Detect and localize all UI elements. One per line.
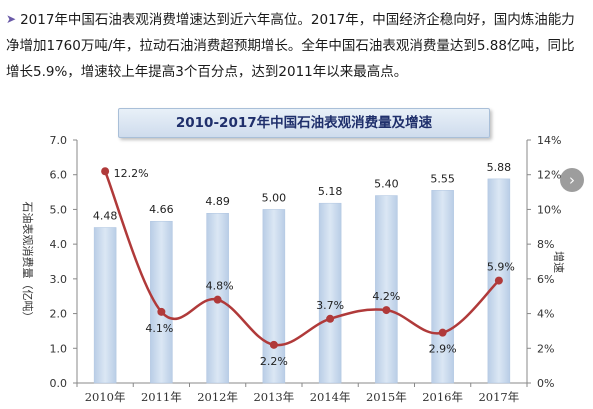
y-tick-label-right: 6% [537, 273, 554, 286]
y-tick-label-left: 2.0 [50, 308, 68, 321]
bar-value-label: 4.66 [149, 203, 174, 216]
growth-rate-label: 4.1% [145, 322, 173, 335]
next-button[interactable]: › [560, 168, 584, 192]
growth-rate-label: 5.9% [487, 261, 515, 274]
bar-value-label: 5.18 [318, 185, 343, 198]
growth-rate-label: 4.2% [372, 290, 400, 303]
bar-value-label: 4.48 [93, 209, 118, 222]
bar [431, 190, 454, 384]
bar [262, 209, 286, 384]
growth-rate-point [157, 307, 166, 316]
y-tick-label-right: 2% [537, 342, 554, 355]
growth-rate-label: 4.8% [206, 280, 234, 293]
y-tick-label-left: 1.0 [50, 342, 68, 355]
y-tick-label-right: 14% [537, 134, 561, 147]
y-tick-label-right: 0% [537, 377, 554, 390]
growth-rate-point [269, 340, 278, 349]
y-tick-label-right: 12% [537, 169, 561, 182]
growth-rate-label: 2.9% [429, 343, 457, 356]
y-tick-label-right: 4% [537, 308, 554, 321]
y-tick-label-right: 8% [537, 238, 554, 251]
growth-rate-label: 2.2% [260, 355, 288, 368]
arrow-bullet-icon: ➤ [6, 12, 17, 26]
bar [150, 220, 173, 384]
x-tick-label: 2017年 [478, 390, 519, 404]
bar-value-label: 5.00 [262, 191, 287, 204]
x-tick-label: 2014年 [310, 390, 351, 404]
x-tick-label: 2013年 [253, 390, 294, 404]
x-tick-label: 2010年 [85, 390, 126, 404]
x-tick-label: 2015年 [366, 390, 407, 404]
intro-paragraph: ➤ 2017年中国石油表观消费增速达到近六年高位。2017年，中国经济企稳向好，国… [6, 6, 586, 85]
bar-value-label: 4.89 [205, 195, 230, 208]
bar [93, 227, 117, 384]
x-tick-label: 2012年 [197, 390, 238, 404]
y-tick-label-left: 6.0 [50, 169, 68, 182]
bar-value-label: 5.40 [374, 178, 399, 191]
y-tick-label-left: 5.0 [50, 203, 68, 216]
y-tick-label-left: 3.0 [50, 273, 68, 286]
chart-title: 2010-2017年中国石油表观消费量及增速 [118, 108, 490, 138]
growth-rate-point [494, 276, 503, 285]
y-tick-label-left: 4.0 [50, 238, 68, 251]
growth-rate-point [101, 167, 110, 176]
y-tick-label-left: 7.0 [50, 134, 68, 147]
growth-rate-label: 12.2% [114, 167, 149, 180]
bar [318, 202, 342, 384]
y-tick-label-right: 10% [537, 203, 561, 216]
chevron-right-icon: › [569, 171, 575, 189]
bar-value-label: 5.88 [487, 161, 512, 174]
growth-rate-point [382, 306, 391, 315]
growth-rate-label: 3.7% [316, 299, 344, 312]
growth-rate-point [438, 328, 447, 337]
growth-rate-point [326, 314, 335, 323]
bar-value-label: 5.55 [430, 172, 455, 185]
intro-text: 2017年中国石油表观消费增速达到近六年高位。2017年，中国经济企稳向好，国内… [6, 12, 575, 80]
bar [375, 195, 398, 384]
y-tick-label-left: 0.0 [50, 377, 68, 390]
growth-rate-line [103, 170, 500, 347]
x-tick-label: 2016年 [422, 390, 463, 404]
y-axis-title: 石油表观消费量（亿吨） [21, 202, 35, 323]
x-tick-label: 2011年 [141, 390, 182, 404]
y2-axis-title: 增速 [552, 251, 566, 273]
growth-rate-point [213, 295, 222, 304]
